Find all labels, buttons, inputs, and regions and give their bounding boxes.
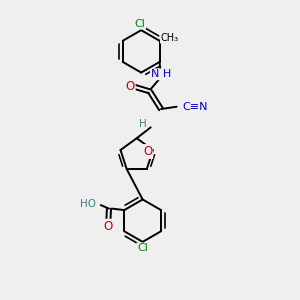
Text: H: H xyxy=(139,119,146,129)
Text: Cl: Cl xyxy=(137,243,148,253)
Text: CH₃: CH₃ xyxy=(161,33,179,43)
Text: N H: N H xyxy=(151,69,171,79)
Text: C≡N: C≡N xyxy=(182,102,207,112)
Text: HO: HO xyxy=(80,200,96,209)
Text: O: O xyxy=(125,80,135,93)
Text: O: O xyxy=(143,145,152,158)
Text: Cl: Cl xyxy=(134,19,145,29)
Text: O: O xyxy=(104,220,113,233)
